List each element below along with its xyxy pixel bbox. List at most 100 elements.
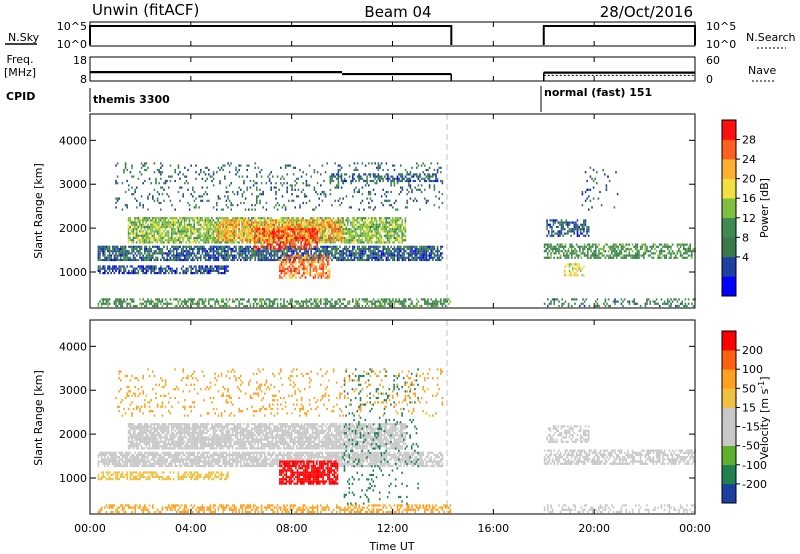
- heatmap-cell: [206, 186, 208, 189]
- heatmap-cell: [347, 230, 349, 233]
- heatmap-cell: [230, 221, 232, 224]
- heatmap-cell: [268, 219, 271, 222]
- heatmap-cell: [153, 250, 156, 253]
- heatmap-cell: [364, 217, 367, 220]
- nave-tick-bottom: 0: [706, 73, 713, 86]
- heatmap-cell: [304, 221, 306, 224]
- heatmap-cell: [265, 302, 268, 305]
- heatmap-cell: [132, 221, 135, 224]
- heatmap-cell: [433, 302, 436, 305]
- heatmap-cell: [232, 223, 234, 226]
- heatmap-cell: [306, 272, 308, 275]
- heatmap-cell: [280, 298, 282, 301]
- heatmap-cell: [172, 252, 175, 255]
- heatmap-cell: [336, 223, 338, 226]
- heatmap-cell: [166, 300, 168, 303]
- heatmap-cell: [430, 250, 432, 253]
- heatmap-cell: [358, 234, 360, 237]
- heatmap-cell: [217, 219, 219, 222]
- heatmap-cell: [342, 239, 344, 242]
- heatmap-cell: [324, 241, 327, 244]
- heatmap-cell: [99, 250, 101, 253]
- heatmap-cell: [134, 225, 136, 229]
- heatmap-cell: [436, 250, 439, 253]
- heatmap-cell: [203, 219, 205, 222]
- heatmap-cell: [284, 239, 287, 242]
- heatmap-cell: [263, 241, 266, 244]
- heatmap-cell: [294, 241, 296, 244]
- heatmap-cell: [353, 258, 356, 262]
- heatmap-cell: [140, 247, 143, 251]
- heatmap-cell: [359, 225, 362, 229]
- heatmap-cell: [401, 221, 403, 224]
- heatmap-cell: [284, 245, 287, 248]
- heatmap-cell: [217, 241, 219, 244]
- heatmap-cell: [374, 256, 376, 259]
- heatmap-cell: [219, 272, 221, 275]
- heatmap-cell: [203, 302, 205, 305]
- heatmap-cell: [179, 199, 181, 202]
- heatmap-cell: [287, 267, 289, 270]
- heatmap-cell: [340, 225, 343, 229]
- heatmap-cell: [311, 230, 314, 233]
- heatmap-cell: [361, 254, 364, 257]
- heatmap-cell: [376, 256, 378, 259]
- heatmap-cell: [108, 252, 111, 255]
- heatmap-cell: [104, 254, 106, 257]
- heatmap-cell: [182, 272, 184, 275]
- heatmap-cell: [225, 267, 228, 270]
- heatmap-cell: [243, 228, 245, 231]
- heatmap-cell: [230, 230, 232, 233]
- heatmap-cell: [265, 252, 268, 255]
- heatmap-cell: [244, 250, 247, 253]
- heatmap-cell: [347, 241, 349, 244]
- heatmap-cell: [302, 258, 304, 262]
- heatmap-cell: [161, 239, 163, 242]
- heatmap-cell: [253, 243, 256, 246]
- heatmap-cell: [403, 250, 405, 253]
- heatmap-cell: [360, 256, 362, 259]
- heatmap-cell: [383, 234, 386, 237]
- heatmap-cell: [116, 197, 119, 200]
- heatmap-cell: [147, 265, 149, 268]
- heatmap-cell: [272, 254, 274, 257]
- heatmap-cell: [222, 258, 224, 262]
- heatmap-cell: [152, 267, 154, 270]
- heatmap-cell: [297, 245, 299, 248]
- heatmap-cell: [388, 230, 391, 233]
- heatmap-cell: [286, 234, 288, 237]
- heatmap-cell: [273, 206, 276, 209]
- heatmap-cell: [339, 228, 341, 231]
- heatmap-cell: [318, 197, 320, 200]
- heatmap-cell: [225, 245, 228, 248]
- heatmap-cell: [269, 234, 272, 237]
- heatmap-cell: [152, 245, 154, 248]
- heatmap-cell: [153, 252, 156, 255]
- heatmap-cell: [174, 241, 176, 244]
- heatmap-cell: [222, 234, 224, 237]
- heatmap-cell: [137, 219, 139, 222]
- heatmap-cell: [233, 234, 236, 237]
- heatmap-cell: [326, 221, 328, 224]
- heatmap-cell: [145, 302, 148, 305]
- heatmap-cell: [268, 177, 271, 180]
- heatmap-cell: [251, 252, 253, 255]
- heatmap-cell: [281, 241, 283, 244]
- heatmap-cell: [319, 239, 322, 242]
- heatmap-cell: [320, 258, 323, 262]
- heatmap-cell: [353, 225, 355, 229]
- heatmap-cell: [246, 241, 248, 244]
- heatmap-cell: [286, 173, 288, 176]
- heatmap-cell: [252, 241, 255, 244]
- heatmap-cell: [227, 236, 229, 240]
- heatmap-cell: [300, 234, 302, 237]
- heatmap-cell: [159, 217, 162, 220]
- heatmap-cell: [214, 269, 216, 272]
- heatmap-cell: [276, 302, 279, 305]
- heatmap-cell: [134, 258, 136, 262]
- heatmap-cell: [270, 230, 272, 233]
- heatmap-cell: [126, 206, 128, 209]
- heatmap-cell: [289, 254, 292, 257]
- heatmap-cell: [235, 219, 237, 222]
